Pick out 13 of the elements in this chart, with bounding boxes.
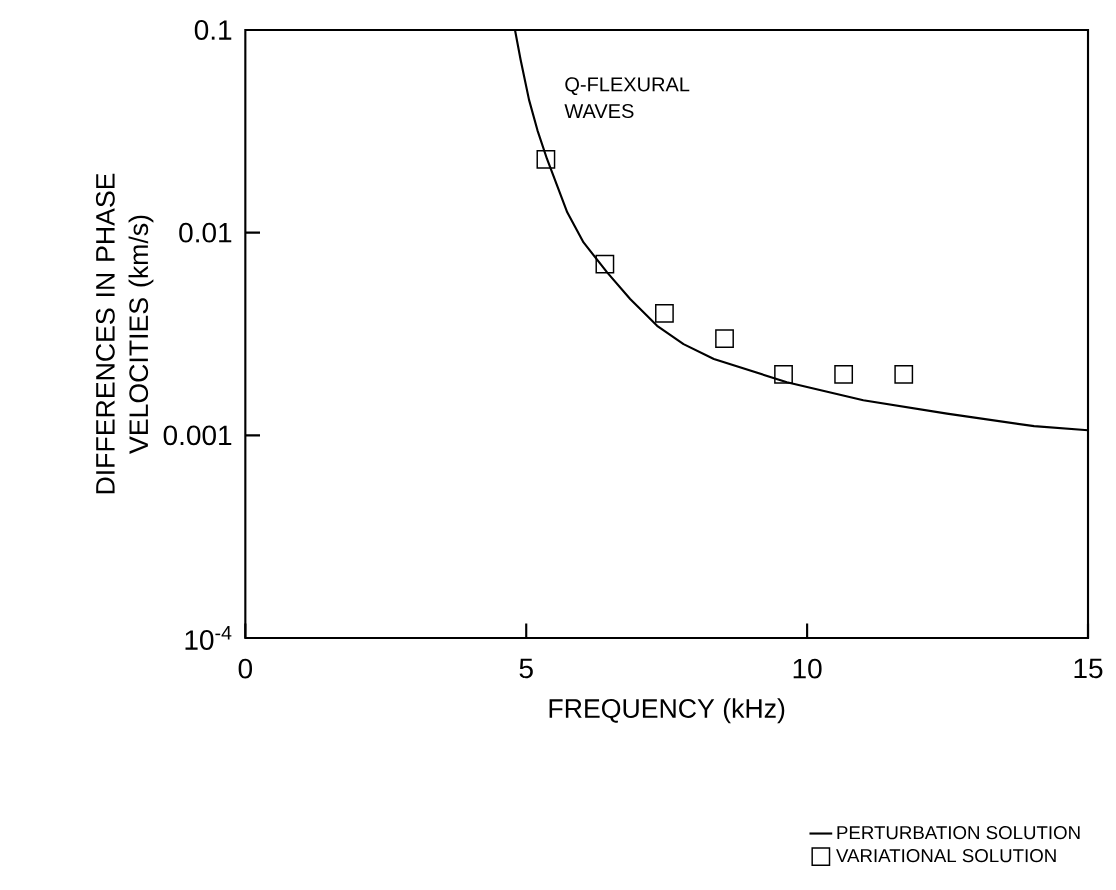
y-axis-title: DIFFERENCES IN PHASE VELOCITIES (km/s): [95, 173, 154, 494]
y-tick-label: 0.001: [163, 425, 232, 446]
y-tick-label: 10$^{-4}$: [185, 626, 232, 650]
legend-label: PERTURBATION SOLUTION: [837, 826, 1080, 840]
x-tick-label: 15: [1074, 658, 1103, 679]
x-axis-title: FREQUENCY (kHz): [549, 698, 785, 724]
x-tick-label: 10: [793, 658, 822, 679]
x-tick-label: 5: [519, 658, 533, 679]
y-tick-label: 0.01: [179, 222, 232, 243]
legend-label: VARIATIONAL SOLUTION: [836, 849, 1056, 863]
x-tick-label: 0: [238, 658, 253, 679]
y-tick-label: 0.1: [194, 20, 232, 40]
annotation: Q-FLEXURAL WAVES: [564, 77, 690, 119]
